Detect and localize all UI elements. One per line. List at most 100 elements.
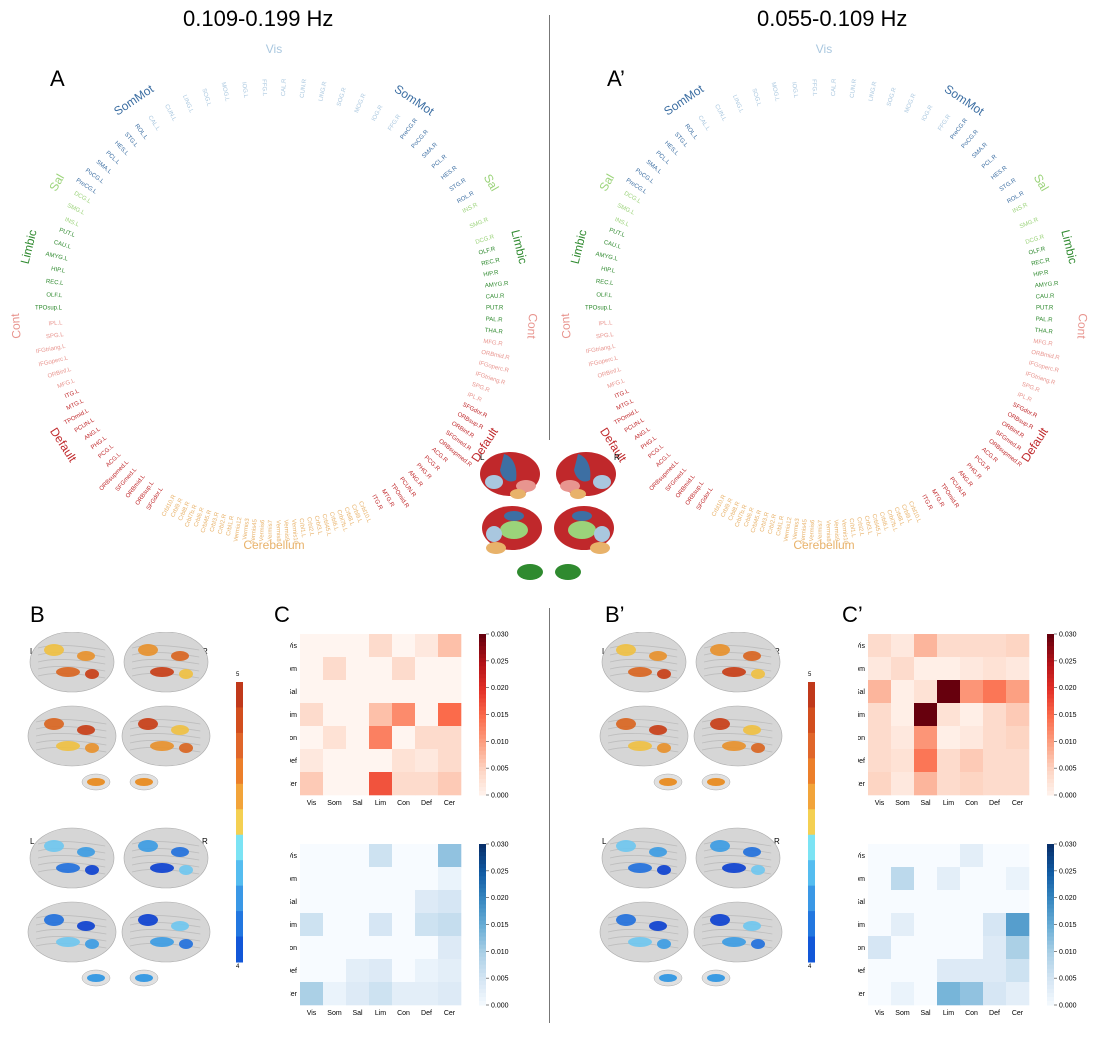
ring-node-label: LING.L (181, 94, 194, 114)
cold-brain-activation (56, 863, 80, 873)
heatmap-cell (392, 703, 416, 727)
ring-node-label: Vermis10 (290, 519, 298, 545)
heatmap-colorbar-segment (479, 904, 486, 909)
heatmap-cell (346, 634, 370, 658)
ring-node-label: Vermis8 (275, 520, 281, 542)
warm-brain-activation (751, 669, 765, 679)
heatmap-colorbar-segment (1047, 786, 1054, 792)
warm-brain-gyrus (37, 659, 106, 665)
ring-node-label: Vermis10 (840, 519, 848, 545)
ring-node-label: Vermis45 (800, 518, 808, 544)
ring-node-label: Vermis8 (825, 520, 831, 542)
cold-brain-gyrus (131, 855, 200, 861)
heatmap-colorbar-segment (1047, 948, 1054, 954)
ring-node-label: Crbl1.R (776, 515, 786, 537)
heatmap-colorbar-segment (1047, 848, 1054, 853)
heatmap-cell (346, 867, 370, 891)
ring-node-label: SPG.L (46, 332, 65, 340)
heatmap-c-blue: Vis Som Sal Lim Con Def Cer Vis Som Sal Lim Con Def C… (290, 842, 509, 1018)
ring-network-label: SomMot (392, 82, 437, 119)
ring-node-label: PoCG.R (961, 129, 981, 150)
warm-brain-gyrus (607, 719, 679, 725)
heatmap-cell (438, 726, 462, 750)
heatmap-cell (438, 657, 462, 681)
heatmap-cell (960, 772, 984, 796)
heatmap-colorbar-label: 0.020 (1059, 685, 1077, 692)
heatmap-colorbar-segment (1047, 936, 1054, 942)
heatmap-row-label: Vis (290, 643, 297, 650)
heatmap-cell (1006, 749, 1030, 773)
heatmap-colorbar-label: 0.020 (491, 895, 509, 902)
ring-node-label: Crbl45.L (870, 513, 881, 537)
heatmap-cell (346, 772, 370, 796)
cold-brain-activation (85, 939, 99, 949)
heatmap-cell (937, 936, 961, 960)
cold-brain-gyrus (131, 862, 200, 868)
heatmap-colorbar-segment (479, 920, 486, 925)
heatmap-cell (960, 726, 984, 750)
heatmap-colorbar-segment (479, 734, 486, 740)
heatmap-cell (960, 749, 984, 773)
heatmap-colorbar-segment (1047, 678, 1054, 683)
heatmap-colorbar-segment (479, 738, 486, 744)
heatmap-colorbar-segment (1047, 738, 1054, 744)
cold-brain-surface (599, 901, 689, 963)
heatmap-cell (438, 867, 462, 891)
heatmap-colorbar-segment (1047, 698, 1054, 703)
heatmap-col-label: Lim (375, 800, 386, 807)
heatmap-colorbar-segment (479, 650, 486, 655)
heatmap-colorbar-segment (479, 844, 486, 849)
heatmap-colorbar-segment (479, 730, 486, 736)
ring-node-label: STG.L (673, 132, 689, 150)
atlas-medial-right (554, 506, 614, 554)
heatmap-colorbar-segment (479, 932, 486, 938)
ring-node-label: PAL.R (486, 317, 504, 324)
heatmap-cell (346, 959, 370, 983)
heatmap-cell (868, 634, 892, 658)
heatmap-colorbar-segment (479, 694, 486, 699)
warm-brain-activation (150, 667, 174, 677)
heatmap-cell (369, 772, 393, 796)
heatmap-colorbar-segment (479, 852, 486, 857)
heatmap-colorbar-segment (479, 722, 486, 728)
cold-brain-gyrus (609, 848, 678, 854)
heatmap-colorbar-segment (1047, 852, 1054, 857)
brain-colorbar-segment (236, 936, 243, 963)
heatmap-colorbar-segment (479, 726, 486, 732)
heatmap-cell (891, 680, 915, 704)
ring-network-label: Cerebellum (793, 538, 854, 552)
heatmap-cell (392, 634, 416, 658)
heatmap-colorbar-segment (1047, 972, 1054, 978)
heatmap-cell (438, 634, 462, 658)
heatmap-cell (300, 959, 324, 983)
heatmap-colorbar-segment (1047, 940, 1054, 946)
warm-brain-activation (85, 669, 99, 679)
heatmap-colorbar-segment (1047, 928, 1054, 934)
heatmap-cell (983, 657, 1007, 681)
cold-brain-gyrus (607, 929, 679, 935)
heatmap-colorbar-segment (1047, 790, 1054, 796)
cold-brain-subcortical-activation (87, 974, 105, 982)
heatmap-cell (983, 913, 1007, 937)
heatmap-col-label: Vis (875, 1010, 885, 1017)
heatmap-cell (1006, 680, 1030, 704)
heatmap-colorbar-label: 0.000 (491, 793, 509, 800)
heatmap-cell (960, 844, 984, 868)
ring-node-label: Vermis6 (259, 519, 266, 542)
warm-brain-gyrus (131, 659, 200, 665)
heatmap-cell (392, 936, 416, 960)
cold-brain-gyrus (37, 848, 106, 854)
heatmap-cell (1006, 844, 1030, 868)
cold-brain-activation (85, 865, 99, 875)
cold-brain-gyrus (609, 862, 678, 868)
ring-node-label: Crbl2.R (768, 513, 779, 535)
brain-colorbar-segment (236, 758, 243, 785)
heatmap-cell (346, 703, 370, 727)
warm-brain-activation (56, 741, 80, 751)
heatmap-colorbar-segment (479, 686, 486, 691)
ring-node-label: Crbl2.L (855, 517, 864, 538)
ring-node-label: Vermis12 (783, 516, 793, 542)
ring-node-label: Vermis12 (233, 516, 243, 542)
heatmap-cell (868, 844, 892, 868)
